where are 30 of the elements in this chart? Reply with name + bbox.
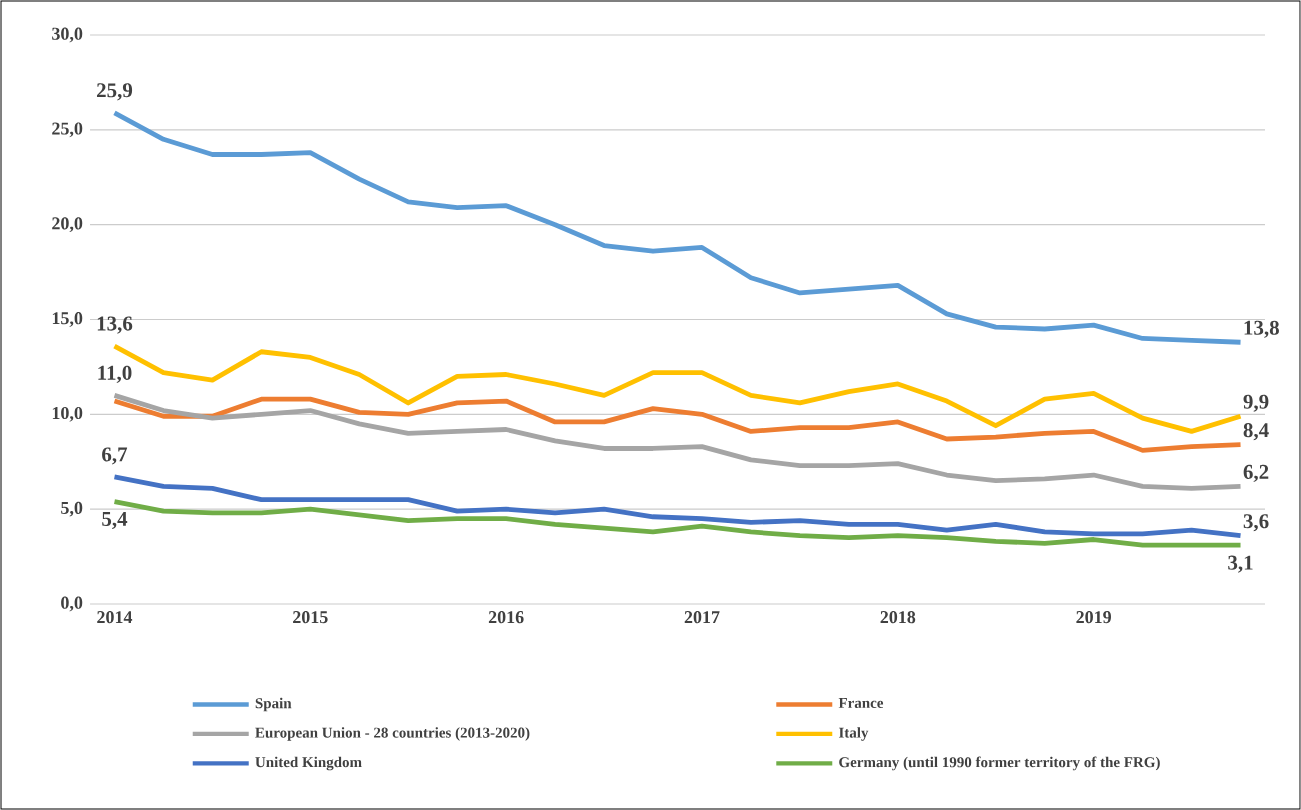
x-tick-label: 2015 (293, 611, 328, 624)
legend-label: Spain (255, 697, 292, 712)
data-label: 9,9 (1243, 394, 1269, 412)
y-tick-label: 25,0 (52, 122, 83, 138)
y-tick-label: 0,0 (61, 596, 83, 612)
x-tick-label: 2018 (880, 611, 916, 624)
y-tick-label: 10,0 (52, 406, 83, 422)
legend-label: Italy (838, 727, 869, 741)
y-tick-label: 15,0 (52, 312, 83, 327)
y-tick-label: 30,0 (52, 27, 83, 43)
legend-label: European Union - 28 countries (2013-2020) (255, 727, 530, 741)
x-tick-label: 2017 (684, 611, 720, 624)
data-label: 3,6 (1243, 514, 1269, 532)
data-label: 13,6 (97, 316, 133, 334)
data-label: 11,0 (98, 365, 132, 383)
y-tick-label: 20,0 (52, 217, 83, 233)
data-label: 6,7 (102, 447, 128, 465)
data-label: 25,9 (96, 83, 133, 101)
data-label: 13,8 (1244, 320, 1279, 338)
data-label: 5,4 (102, 512, 128, 530)
data-label: 6,2 (1243, 464, 1269, 483)
legend-label: United Kingdom (255, 756, 362, 771)
x-tick-label: 2019 (1076, 611, 1111, 624)
x-tick-label: 2016 (488, 611, 524, 624)
x-tick-label: 2014 (97, 611, 133, 624)
legend-label: Germany (until 1990 former territory of the FRG) (839, 756, 1160, 771)
legend-label: France (838, 698, 884, 709)
data-label: 8,4 (1243, 423, 1269, 441)
data-label: 3,1 (1228, 555, 1253, 573)
y-tick-label: 5,0 (61, 501, 83, 517)
